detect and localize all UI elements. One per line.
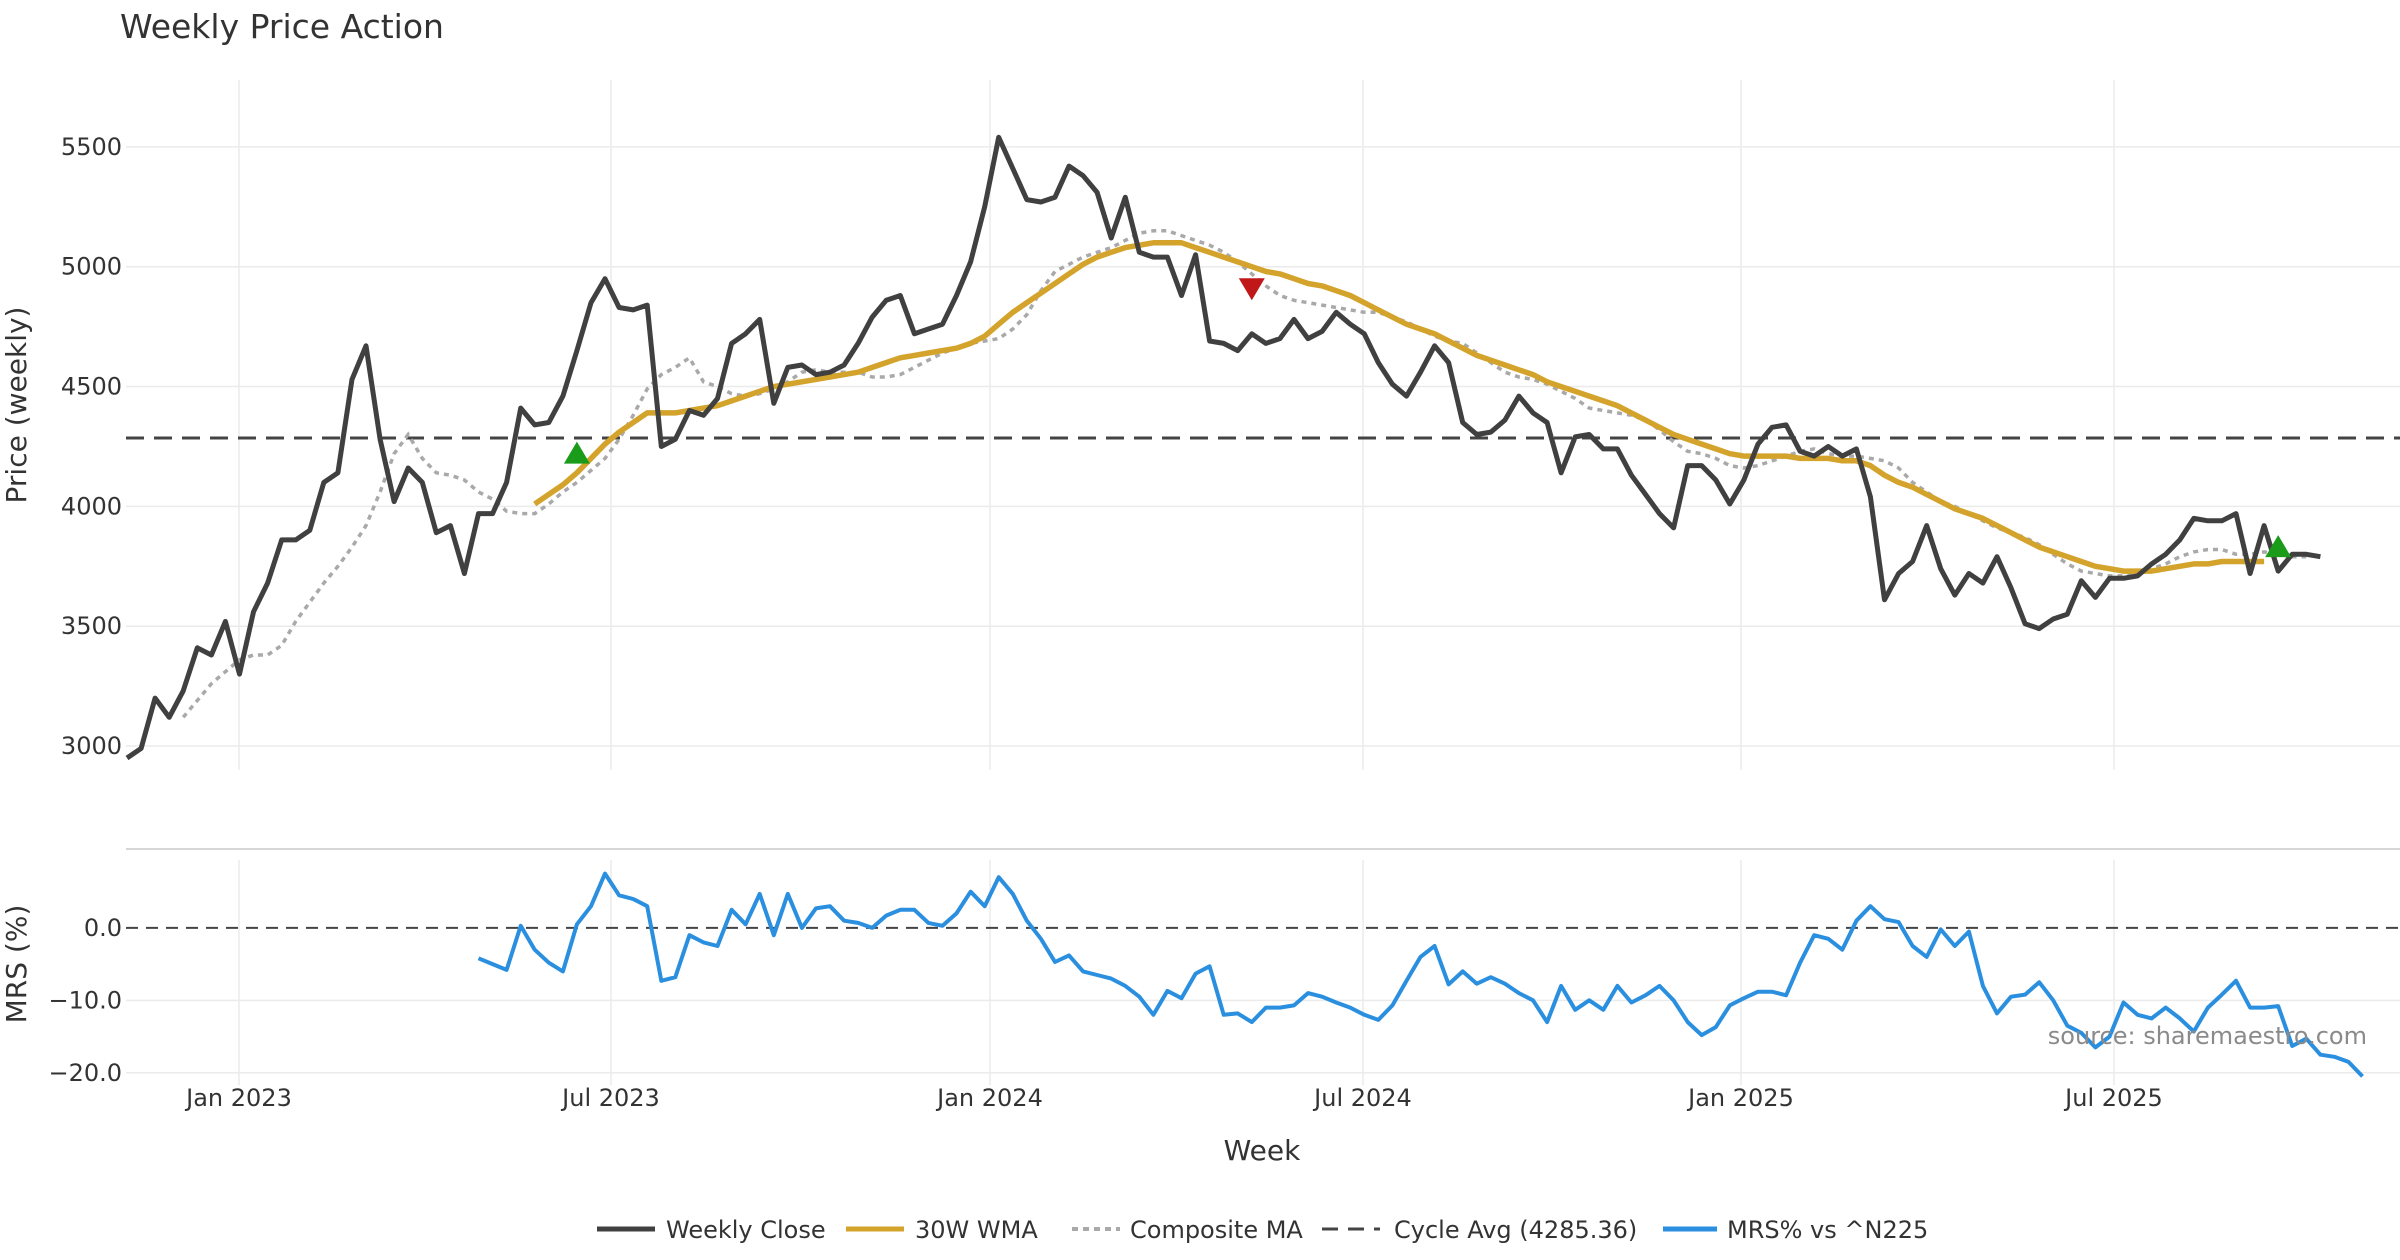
x-tick-label: Jan 2023 bbox=[184, 1084, 292, 1112]
legend-label-mrs: MRS% vs ^N225 bbox=[1727, 1216, 1928, 1244]
x-tick-label: Jan 2025 bbox=[1686, 1084, 1794, 1112]
chart-title: Weekly Price Action bbox=[120, 7, 444, 46]
price-tick-label: 4500 bbox=[61, 373, 122, 401]
price-tick-label: 3500 bbox=[61, 612, 122, 640]
legend-label-cycle: Cycle Avg (4285.36) bbox=[1394, 1216, 1637, 1244]
mrs-tick-label: 0.0 bbox=[84, 914, 122, 942]
legend-label-close: Weekly Close bbox=[666, 1216, 826, 1244]
weekly-close-series bbox=[125, 134, 2321, 761]
mrs-series bbox=[477, 871, 2364, 1078]
source-note: source: sharemaestro.com bbox=[2048, 1022, 2367, 1050]
x-axis-label: Week bbox=[1224, 1134, 1301, 1167]
mrs-tick-label: −10.0 bbox=[48, 986, 122, 1014]
x-tick-label: Jul 2023 bbox=[560, 1084, 660, 1112]
mrs-y-axis-label: MRS (%) bbox=[0, 905, 33, 1024]
x-gridlines bbox=[238, 80, 2115, 1085]
signal-markers bbox=[563, 278, 2292, 558]
mrs-tick-label: −20.0 bbox=[48, 1059, 122, 1087]
mrs-y-ticks: 0.0 −10.0 −20.0 bbox=[48, 914, 2400, 1087]
price-tick-label: 4000 bbox=[61, 492, 122, 520]
x-tick-labels: Jan 2023 Jul 2023 Jan 2024 Jul 2024 Jan 2025… bbox=[184, 1084, 2163, 1112]
legend-label-wma: 30W WMA bbox=[915, 1216, 1038, 1244]
price-tick-label: 3000 bbox=[61, 732, 122, 760]
x-tick-label: Jul 2024 bbox=[1312, 1084, 1412, 1112]
legend-label-composite: Composite MA bbox=[1130, 1216, 1303, 1244]
legend: Weekly Close 30W WMA Composite MA Cycle … bbox=[597, 1216, 1928, 1244]
sell-marker bbox=[1238, 278, 1265, 301]
price-tick-label: 5500 bbox=[61, 133, 122, 161]
buy-marker bbox=[563, 441, 590, 464]
price-tick-label: 5000 bbox=[61, 253, 122, 281]
x-tick-label: Jan 2024 bbox=[935, 1084, 1043, 1112]
composite-ma-series bbox=[181, 229, 2307, 719]
x-tick-label: Jul 2025 bbox=[2063, 1084, 2163, 1112]
wma30-series bbox=[533, 240, 2265, 574]
buy-marker bbox=[2265, 535, 2292, 558]
price-y-ticks: 3000 3500 4000 4500 5000 5500 bbox=[61, 133, 2400, 760]
price-y-axis-label: Price (weekly) bbox=[0, 307, 33, 504]
